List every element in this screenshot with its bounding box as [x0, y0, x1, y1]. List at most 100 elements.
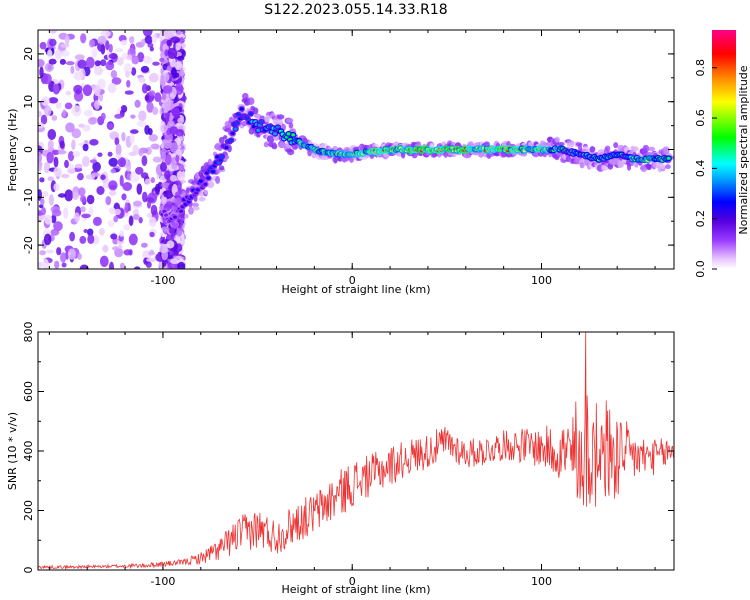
heatmap-cell: [132, 144, 139, 155]
heatmap-cell: [108, 207, 116, 215]
heatmap-cell: [43, 73, 52, 85]
heatmap-cell: [107, 82, 117, 94]
heatmap-cell: [245, 117, 250, 121]
heatmap-cell: [148, 72, 159, 83]
heatmap-cell: [642, 144, 650, 153]
heatmap-cell: [90, 159, 97, 164]
heatmap-cell: [88, 39, 96, 48]
heatmap-cell: [224, 146, 229, 150]
x-tick-label: 0: [349, 575, 356, 588]
heatmap-cell: [43, 105, 52, 116]
heatmap-cell: [604, 145, 611, 152]
heatmap-cell: [96, 186, 105, 195]
heatmap-cell: [99, 255, 109, 267]
heatmap-cell: [47, 129, 57, 140]
heatmap-cell: [163, 112, 171, 117]
heatmap-cell: [50, 228, 60, 236]
heatmap-cell: [164, 213, 168, 217]
heatmap-cell: [272, 142, 277, 150]
heatmap-cell: [108, 157, 118, 167]
heatmap-cell: [94, 60, 101, 67]
heatmap-cell: [67, 151, 75, 162]
heatmap-cell: [264, 115, 271, 123]
heatmap-cell: [163, 30, 173, 39]
heatmap-cell: [161, 196, 168, 203]
heatmap-cell: [161, 79, 166, 87]
heatmap-cell: [176, 228, 183, 237]
heatmap-cell: [130, 171, 140, 183]
heatmap-cell: [138, 217, 143, 224]
heatmap-cell: [148, 90, 156, 96]
heatmap-cell: [144, 35, 153, 44]
heatmap-cell: [648, 146, 656, 152]
heatmap-cell: [554, 136, 560, 143]
heatmap-cell: [105, 196, 112, 206]
heatmap-cell: [235, 121, 240, 125]
heatmap-cell: [128, 233, 138, 246]
heatmap-cell: [101, 30, 111, 38]
heatmap-cell: [46, 151, 54, 164]
snr-xlabel: Height of straight line (km): [281, 583, 430, 596]
heatmap-cell: [215, 175, 221, 184]
heatmap-cell: [443, 151, 449, 158]
heatmap-cell: [176, 170, 186, 181]
heatmap-cell: [107, 220, 115, 228]
snr-plot-area: [38, 332, 674, 570]
heatmap-cell: [577, 143, 583, 152]
heatmap-cell: [43, 233, 52, 246]
heatmap-cell: [78, 123, 85, 128]
heatmap-cell: [70, 65, 75, 74]
heatmap-cell: [159, 57, 165, 63]
heatmap-cell: [276, 114, 285, 120]
heatmap-cell: [124, 202, 129, 214]
heatmap-cell: [157, 181, 163, 190]
y-tick-label: 600: [22, 381, 35, 402]
heatmap-cell: [145, 261, 152, 268]
heatmap-cell: [64, 189, 74, 202]
heatmap-cell: [80, 195, 87, 203]
heatmap-cell: [69, 231, 75, 242]
heatmap-cell: [143, 56, 152, 64]
heatmap-cell: [80, 206, 86, 213]
heatmap-cell: [109, 261, 114, 269]
heatmap-cell: [163, 189, 174, 200]
heatmap-cell: [109, 190, 117, 196]
heatmap-cell: [164, 49, 169, 57]
x-tick-label: 100: [531, 575, 552, 588]
heatmap-cell: [135, 166, 144, 175]
heatmap-cell: [82, 156, 90, 167]
y-tick-label: 800: [22, 322, 35, 343]
heatmap-cell: [647, 164, 652, 170]
heatmap-cell: [141, 242, 148, 248]
heatmap-cell: [59, 58, 66, 65]
heatmap-cell: [170, 36, 181, 44]
heatmap-cell: [39, 177, 45, 183]
heatmap-cell: [171, 161, 178, 170]
heatmap-cell: [168, 227, 175, 235]
colorbar-tick-label: 0.0: [694, 260, 707, 278]
heatmap-cell: [110, 168, 116, 174]
heatmap-cell: [149, 46, 154, 52]
colorbar-tick-label: 0.6: [694, 109, 707, 127]
heatmap-cell: [162, 63, 168, 71]
heatmap-cell: [97, 35, 107, 45]
heatmap-cell: [53, 221, 63, 232]
heatmap-cell: [175, 154, 180, 163]
heatmap-cell: [53, 183, 60, 192]
heatmap-cell: [110, 70, 118, 79]
heatmap-cell: [42, 258, 49, 269]
heatmap-cell: [49, 30, 57, 34]
heatmap-cell: [62, 109, 67, 118]
heatmap-cell: [138, 110, 147, 122]
heatmap-cell: [172, 222, 179, 229]
heatmap-cell: [174, 61, 183, 71]
heatmap-cell: [38, 122, 45, 129]
heatmap-cell: [128, 249, 133, 256]
spectrogram-heatmap: [38, 30, 674, 269]
heatmap-cell: [154, 92, 162, 102]
heatmap-cell: [161, 124, 168, 133]
heatmap-cell: [129, 36, 135, 44]
heatmap-cell: [136, 183, 143, 195]
spectrogram-ylabel: Frequency (Hz): [6, 109, 19, 192]
heatmap-cell: [124, 90, 134, 95]
